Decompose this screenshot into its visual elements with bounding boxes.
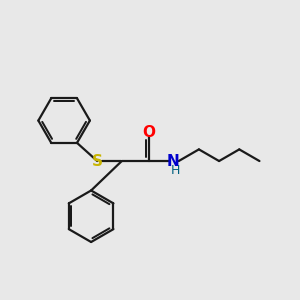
Text: O: O [142, 125, 155, 140]
Text: H: H [171, 164, 181, 177]
Text: S: S [92, 154, 103, 169]
Text: N: N [167, 154, 180, 169]
